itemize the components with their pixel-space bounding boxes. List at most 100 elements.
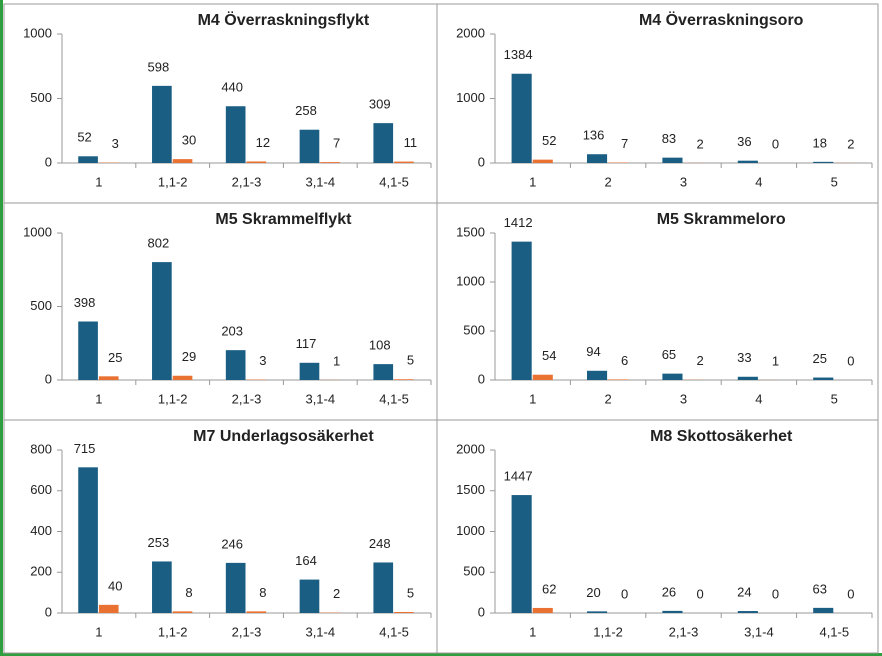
data-label: 3 bbox=[259, 353, 266, 368]
bar bbox=[608, 379, 629, 380]
data-label: 1384 bbox=[504, 47, 533, 62]
bar bbox=[172, 375, 193, 380]
data-label: 30 bbox=[182, 133, 196, 148]
data-label: 258 bbox=[295, 103, 317, 118]
x-tick-label: 1 bbox=[529, 174, 536, 189]
x-tick-label: 2 bbox=[604, 174, 611, 189]
bar bbox=[299, 129, 320, 163]
x-tick-label: 3,1-4 bbox=[305, 624, 335, 639]
bar bbox=[394, 379, 414, 380]
y-tick-label: 500 bbox=[30, 298, 52, 313]
data-label: 0 bbox=[772, 136, 779, 151]
data-label: 24 bbox=[737, 584, 751, 599]
bar bbox=[394, 611, 414, 613]
data-label: 715 bbox=[74, 441, 96, 456]
data-label: 248 bbox=[369, 536, 391, 551]
data-label: 3 bbox=[112, 136, 119, 151]
data-label: 2 bbox=[696, 136, 703, 151]
x-tick-label: 1,1-2 bbox=[158, 624, 188, 639]
data-label: 6 bbox=[621, 353, 628, 368]
y-tick-label: 500 bbox=[463, 564, 485, 579]
x-tick-label: 2,1-3 bbox=[232, 391, 262, 406]
x-tick-label: 5 bbox=[831, 391, 838, 406]
x-tick-label: 4,1-5 bbox=[379, 174, 409, 189]
data-label: 20 bbox=[586, 585, 600, 600]
y-tick-label: 2000 bbox=[456, 25, 485, 40]
bottom-edge bbox=[0, 653, 882, 656]
data-label: 0 bbox=[847, 353, 854, 368]
data-label: 94 bbox=[586, 344, 600, 359]
bar bbox=[511, 495, 532, 613]
data-label: 1 bbox=[772, 353, 779, 368]
data-label: 25 bbox=[813, 351, 827, 366]
x-tick-label: 3 bbox=[680, 174, 687, 189]
bar bbox=[320, 162, 340, 163]
bar bbox=[737, 611, 758, 613]
data-label: 598 bbox=[148, 59, 170, 74]
bar bbox=[586, 611, 608, 613]
data-label: 36 bbox=[737, 134, 751, 149]
data-label: 1 bbox=[333, 353, 340, 368]
data-label: 0 bbox=[621, 586, 628, 601]
bar bbox=[172, 611, 193, 613]
bar bbox=[225, 350, 246, 380]
data-label: 1412 bbox=[504, 215, 533, 230]
bar bbox=[78, 321, 98, 380]
data-label: 63 bbox=[813, 581, 827, 596]
x-tick-label: 4 bbox=[755, 391, 762, 406]
bar bbox=[373, 562, 394, 613]
data-label: 52 bbox=[542, 133, 556, 148]
data-label: 11 bbox=[404, 135, 418, 150]
x-tick-label: 2,1-3 bbox=[669, 624, 699, 639]
left-edge bbox=[0, 0, 3, 656]
data-label: 5 bbox=[407, 585, 414, 600]
bar bbox=[78, 467, 98, 613]
data-label: 18 bbox=[813, 135, 827, 150]
data-label: 2 bbox=[847, 136, 854, 151]
data-label: 164 bbox=[295, 553, 317, 568]
x-tick-label: 4,1-5 bbox=[379, 391, 409, 406]
bar bbox=[532, 159, 553, 163]
panel bbox=[436, 419, 879, 654]
y-tick-label: 1000 bbox=[456, 90, 485, 105]
data-label: 40 bbox=[108, 578, 122, 593]
y-tick-label: 1000 bbox=[23, 224, 52, 239]
data-label: 65 bbox=[662, 347, 676, 362]
bar bbox=[299, 579, 320, 613]
chart-title: M4 Överraskningsoro bbox=[639, 10, 804, 29]
data-label: 83 bbox=[662, 131, 676, 146]
bar bbox=[662, 610, 683, 613]
y-tick-label: 400 bbox=[30, 523, 52, 538]
y-tick-label: 0 bbox=[478, 371, 485, 386]
bar bbox=[586, 370, 608, 380]
data-label: 7 bbox=[333, 136, 340, 151]
y-tick-label: 1000 bbox=[456, 523, 485, 538]
y-tick-label: 1500 bbox=[456, 482, 485, 497]
data-label: 26 bbox=[662, 584, 676, 599]
bar bbox=[246, 161, 267, 163]
bar bbox=[246, 611, 267, 613]
chart-title: M7 Underlagsosäkerhet bbox=[193, 428, 374, 445]
data-label: 398 bbox=[74, 295, 96, 310]
x-tick-label: 1,1-2 bbox=[593, 624, 623, 639]
data-label: 246 bbox=[221, 536, 243, 551]
y-tick-label: 1000 bbox=[23, 25, 52, 40]
data-label: 8 bbox=[185, 585, 192, 600]
chart-title: M8 Skottosäkerhet bbox=[650, 428, 793, 445]
bar bbox=[152, 262, 172, 380]
x-tick-label: 2 bbox=[604, 391, 611, 406]
y-tick-label: 500 bbox=[463, 322, 485, 337]
data-label: 108 bbox=[369, 338, 391, 353]
x-tick-label: 3,1-4 bbox=[305, 391, 335, 406]
bar bbox=[662, 157, 683, 163]
x-tick-label: 4,1-5 bbox=[819, 624, 849, 639]
bar bbox=[98, 376, 119, 380]
y-tick-label: 1500 bbox=[456, 224, 485, 239]
bar bbox=[532, 607, 553, 613]
y-tick-label: 0 bbox=[478, 604, 485, 619]
x-tick-label: 4 bbox=[755, 174, 762, 189]
data-label: 309 bbox=[369, 97, 391, 112]
data-label: 8 bbox=[259, 585, 266, 600]
